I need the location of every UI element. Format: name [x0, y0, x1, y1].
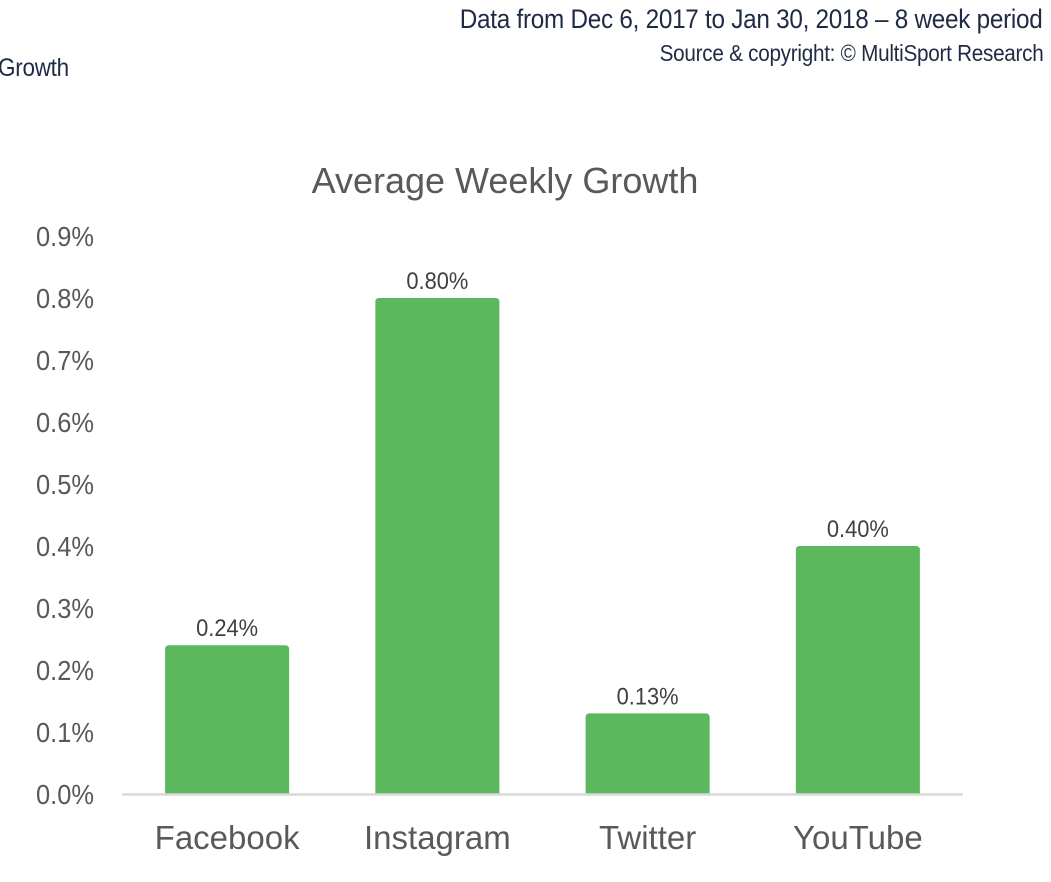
y-tick-label: 0.4%: [36, 531, 94, 562]
date-range-note: Data from Dec 6, 2017 to Jan 30, 2018 – …: [460, 4, 1043, 34]
data-label-youtube: 0.40%: [827, 516, 889, 543]
category-label-youtube: YouTube: [793, 819, 923, 856]
category-label-twitter: Twitter: [599, 819, 696, 856]
y-tick-label: 0.6%: [36, 407, 94, 438]
y-tick-label: 0.0%: [36, 779, 94, 810]
x-axis: Facebook Instagram Twitter YouTube: [122, 793, 963, 856]
data-label-facebook: 0.24%: [196, 615, 258, 642]
data-label-instagram: 0.80%: [406, 268, 468, 295]
bar-instagram: [375, 298, 500, 794]
y-tick-label: 0.9%: [36, 221, 94, 252]
bar-youtube: [795, 546, 920, 794]
y-tick-label: 0.5%: [36, 469, 94, 500]
y-tick-label: 0.2%: [36, 655, 94, 686]
category-label-instagram: Instagram: [364, 819, 511, 856]
cropped-title-fragment: Growth: [0, 54, 69, 82]
data-label-twitter: 0.13%: [617, 683, 679, 710]
bars: [165, 298, 920, 794]
chart-title: Average Weekly Growth: [312, 160, 699, 201]
y-tick-label: 0.3%: [36, 593, 94, 624]
data-labels: 0.24% 0.80% 0.13% 0.40%: [196, 268, 889, 710]
bar-facebook: [165, 645, 290, 794]
source-note: Source & copyright: © MultiSport Researc…: [659, 40, 1043, 66]
category-label-facebook: Facebook: [155, 819, 300, 856]
bar-twitter: [585, 713, 710, 794]
y-axis: 0.0% 0.1% 0.2% 0.3% 0.4% 0.5% 0.6% 0.7% 0.8% 0.9%: [36, 221, 94, 810]
y-tick-label: 0.1%: [36, 717, 94, 748]
y-tick-label: 0.7%: [36, 345, 94, 376]
y-tick-label: 0.8%: [36, 283, 94, 314]
